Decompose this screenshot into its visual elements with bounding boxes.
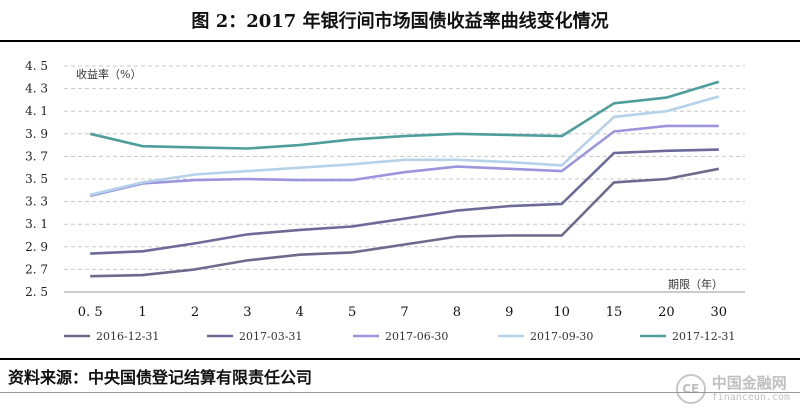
x-tick-label: 3	[243, 305, 251, 320]
x-axis-label: 期限（年）	[668, 277, 723, 291]
x-tick-label: 20	[658, 305, 675, 320]
legend-label: 2017-09-30	[530, 330, 593, 343]
y-tick-label: 3. 1	[25, 217, 48, 231]
y-tick-label: 2. 5	[25, 285, 48, 299]
y-tick-label: 3. 3	[25, 195, 48, 209]
x-tick-label: 7	[400, 305, 408, 320]
series-line	[89, 80, 720, 150]
y-tick-label: 3. 7	[25, 149, 48, 163]
legend-label: 2017-06-30	[385, 330, 448, 343]
legend-label: 2017-03-31	[239, 330, 302, 343]
watermark-url: financeun.com	[711, 391, 790, 403]
x-tick-label: 4	[296, 305, 304, 320]
grid-layer	[64, 65, 745, 293]
source-text: 资料来源：中央国债登记结算有限责任公司	[8, 368, 313, 387]
legend: 2016-12-31 2017-03-31 2017-06-30 2017-09-30…	[64, 330, 735, 343]
y-tick-label: 4. 5	[25, 59, 48, 73]
series-line	[90, 148, 719, 255]
x-tick-label: 9	[505, 305, 513, 320]
x-tick-label: 1	[138, 305, 146, 320]
bottom-divider	[0, 392, 800, 393]
legend-label: 2016-12-31	[96, 330, 159, 343]
series-line	[90, 167, 720, 278]
x-tick-label: 2	[191, 305, 199, 320]
y-tick-labels: 2. 5 2. 7 2. 9 3. 1 3. 3 3. 5 3. 7 3. 9 4. 1 4. 3…	[25, 59, 48, 299]
y-tick-label: 3. 9	[25, 127, 48, 141]
source-note: 资料来源：中央国债登记结算有限责任公司	[0, 358, 800, 392]
y-tick-label: 4. 3	[25, 82, 48, 96]
watermark-text: 中国金融网 financeun.com	[712, 375, 790, 403]
watermark: CE 中国金融网 financeun.com	[675, 374, 790, 404]
series-line	[89, 124, 719, 198]
y-axis-label: 收益率（%）	[76, 67, 141, 81]
y-tick-label: 4. 1	[25, 104, 48, 118]
y-tick-label: 2. 7	[25, 262, 48, 276]
y-tick-label: 2. 9	[25, 240, 48, 254]
x-tick-labels: 0. 5 1 2 3 4 5 7 8 9 10 15 20 30	[78, 305, 727, 320]
yield-curve-chart: 2. 5 2. 7 2. 9 3. 1 3. 3 3. 5 3. 7 3. 9 4. 1 4. 3…	[25, 59, 745, 343]
series-line	[89, 95, 720, 197]
watermark-name: 中国金融网	[711, 374, 787, 393]
series-lines	[89, 80, 720, 278]
x-tick-label: 10	[553, 305, 570, 320]
x-tick-label: 30	[711, 305, 728, 320]
x-tick-label: 0. 5	[78, 305, 103, 320]
y-tick-label: 3. 5	[25, 172, 48, 186]
x-tick-label: 15	[606, 305, 623, 320]
watermark-logo-icon: CE	[675, 374, 706, 404]
x-tick-label: 8	[453, 305, 461, 320]
legend-label: 2017-12-31	[672, 330, 735, 343]
figure-title: 图 2：2017 年银行间市场国债收益率曲线变化情况	[0, 0, 800, 42]
x-tick-label: 5	[348, 305, 356, 320]
